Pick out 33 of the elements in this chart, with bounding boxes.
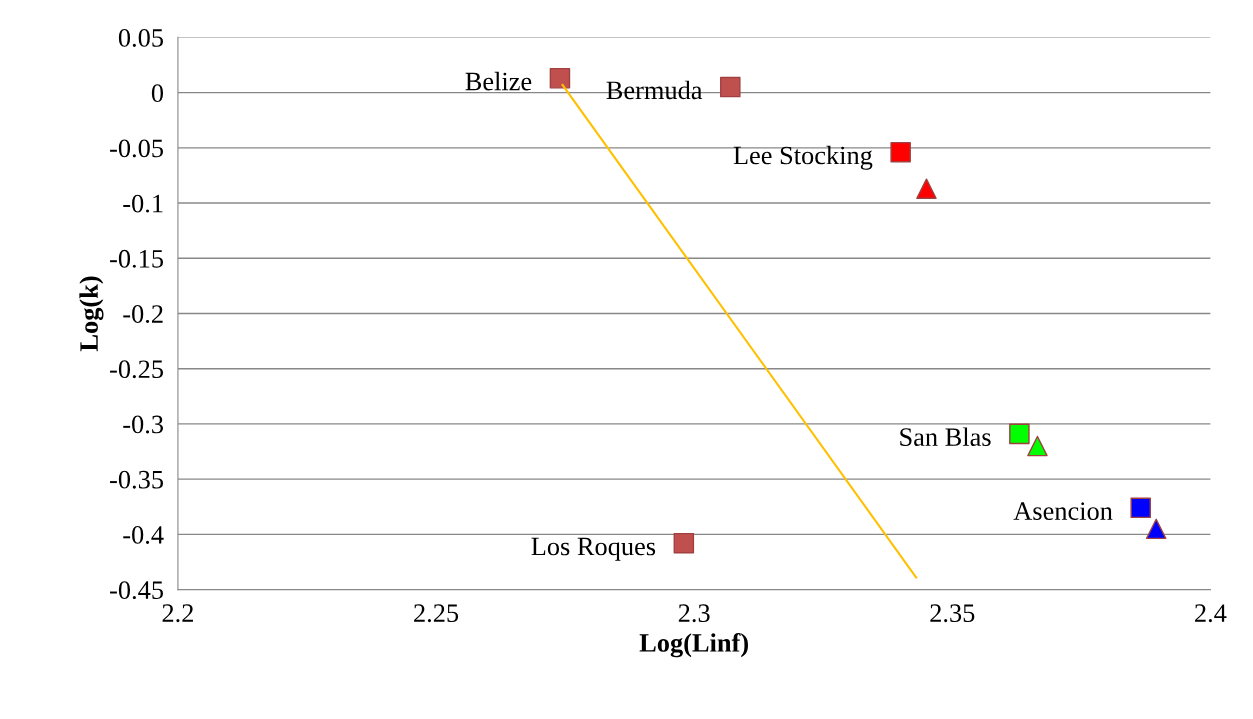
y-tick-label: 0.05 [118,29,164,47]
point [916,178,937,199]
y-tick-label: -0.25 [110,360,164,379]
y-tick-label: 0 [151,84,164,103]
annotation: Belize [465,71,532,91]
x-axis-title: Log(Linf) [639,632,748,658]
point [549,67,571,89]
x-tick-label: 2.25 [414,604,459,623]
point [1130,497,1151,519]
y-tick-label: -0.1 [123,194,163,213]
y-tick-label: -0.05 [110,139,164,158]
x-tick-label: 2.4 [1195,604,1227,623]
point [1027,435,1048,457]
y-tick-label: -0.3 [123,415,164,434]
annotation: San Blas [900,427,991,447]
y-tick-label: -0.2 [123,305,163,324]
point [890,141,911,163]
point [720,76,741,98]
point [1145,518,1167,540]
y-axis-title: Log(k) [79,276,104,352]
y-tick-label: -0.45 [110,581,164,600]
annotation: Lee Stocking [733,145,873,170]
x-tick-label: 2.2 [162,604,193,623]
annotation: Asencion [1013,502,1113,521]
y-tick-label: -0.35 [110,470,164,489]
annotation: Bermuda [606,80,703,100]
annotation: Los Roques [531,537,656,561]
y-tick-label: -0.15 [110,249,164,268]
point [673,532,695,554]
x-tick-label: 2.3 [678,604,710,623]
y-tick-label: -0.4 [123,525,164,544]
point [1009,423,1030,445]
x-tick-label: 2.35 [930,604,975,623]
